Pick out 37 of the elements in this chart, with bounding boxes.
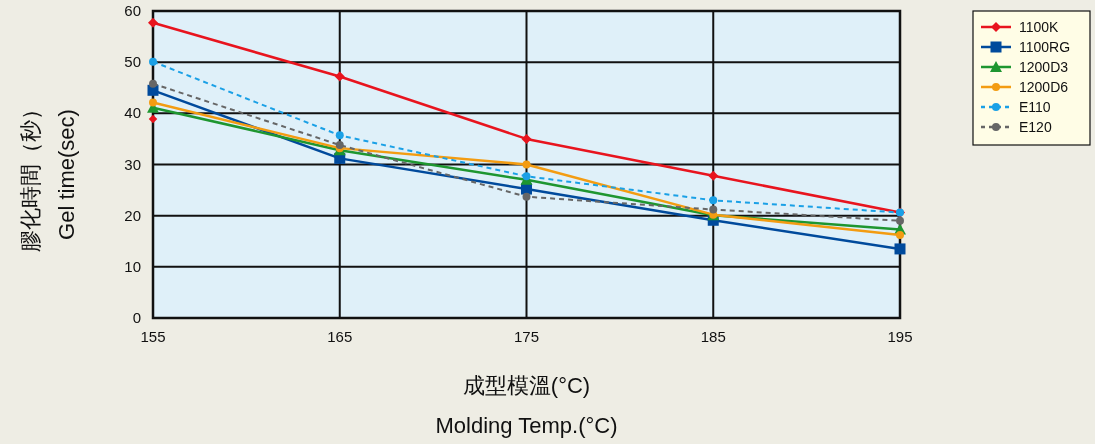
point bbox=[709, 205, 718, 214]
point bbox=[522, 160, 531, 169]
legend-label: 1100K bbox=[1019, 19, 1060, 35]
x-tick-label: 175 bbox=[513, 328, 540, 345]
x-tick-label: 195 bbox=[887, 328, 913, 345]
point bbox=[896, 216, 904, 225]
legend-label: E110 bbox=[1019, 99, 1051, 115]
legend-label: 1200D6 bbox=[1019, 79, 1069, 95]
y-tick-label: 0 bbox=[132, 309, 141, 326]
point bbox=[149, 79, 157, 88]
point bbox=[149, 57, 157, 66]
x-tick-label: 185 bbox=[700, 328, 726, 345]
point bbox=[148, 114, 158, 124]
point bbox=[896, 231, 904, 240]
y-tick-label: 30 bbox=[124, 155, 141, 173]
y-axis-title: 膠化時間（秒） Gel time(sec) bbox=[18, 97, 79, 252]
point bbox=[149, 98, 157, 107]
y-tick-label: 10 bbox=[124, 257, 141, 275]
point bbox=[708, 170, 719, 181]
point bbox=[334, 71, 345, 82]
point bbox=[521, 133, 532, 144]
y-tick-label: 20 bbox=[124, 206, 141, 224]
point bbox=[148, 17, 158, 28]
legend-label: 1100RG bbox=[1019, 39, 1071, 55]
y-tick-label: 60 bbox=[124, 2, 141, 19]
y-tick-label: 50 bbox=[124, 53, 141, 71]
point bbox=[335, 131, 344, 140]
legend-label: 1200D3 bbox=[1019, 59, 1069, 75]
x-tick-label: 165 bbox=[327, 328, 353, 345]
x-tick-label: 155 bbox=[140, 328, 166, 345]
x-axis-title: 成型模溫(°C) Molding Temp.(°C) bbox=[435, 373, 618, 438]
legend-label: E120 bbox=[1019, 119, 1052, 135]
point bbox=[522, 172, 531, 181]
point bbox=[894, 243, 906, 255]
point bbox=[522, 192, 531, 201]
point bbox=[709, 196, 718, 205]
y-tick-label: 40 bbox=[124, 104, 141, 122]
